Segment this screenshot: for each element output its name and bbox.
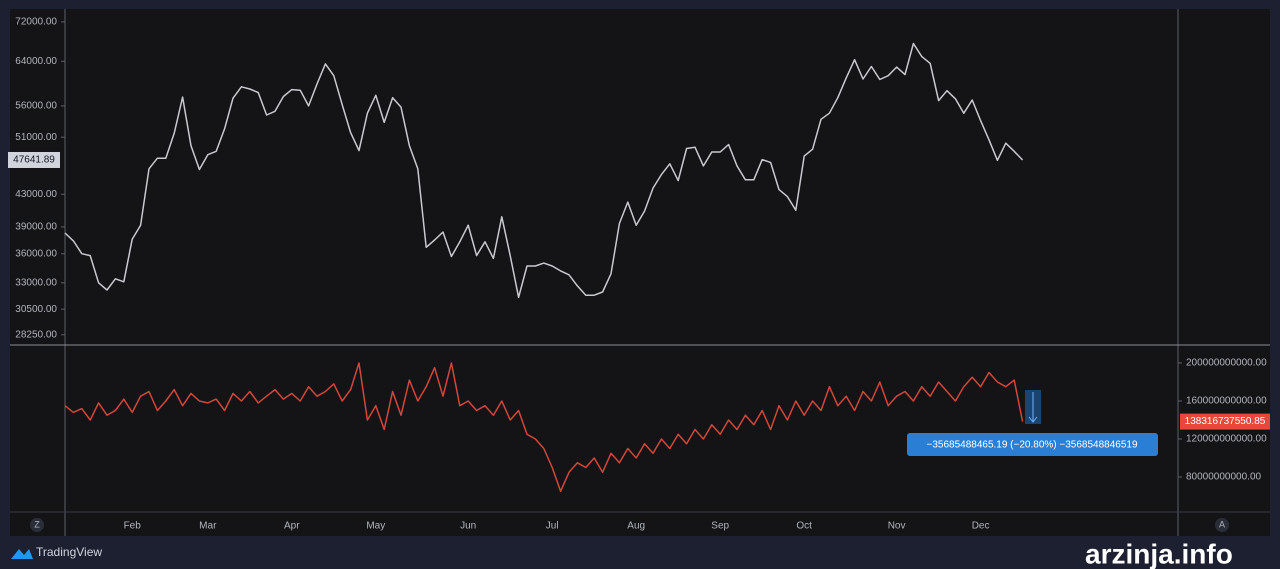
button-bg[interactable] xyxy=(30,518,44,532)
y-tick-label: 80000000000.00 xyxy=(1186,472,1262,483)
measure-ruler xyxy=(1025,390,1041,424)
y-tick-label: 64000.00 xyxy=(15,56,57,67)
y-tick-label: 56000.00 xyxy=(15,101,57,112)
brand-logo xyxy=(11,549,33,559)
watermark: arzinja.info xyxy=(1085,538,1233,569)
x-tick-label: Aug xyxy=(627,521,645,532)
button[interactable]: A xyxy=(1219,519,1225,529)
ruler-arrowhead xyxy=(1028,416,1038,423)
x-tick-label: Mar xyxy=(199,521,217,532)
x-tick-label: Feb xyxy=(124,521,142,532)
chart-area xyxy=(10,9,1270,536)
button-bg[interactable] xyxy=(1215,518,1229,532)
price-line xyxy=(64,42,1024,299)
x-tick-label: Jul xyxy=(546,521,559,532)
y-tick-label: 43000.00 xyxy=(15,189,57,200)
y-tick-label: 39000.00 xyxy=(15,222,57,233)
y-tick-label: 36000.00 xyxy=(15,248,57,259)
last-value-box xyxy=(8,151,60,168)
measure-text: −35685488465.19 (−20.80%) −3568548846519 xyxy=(926,440,1137,451)
x-tick-label: Oct xyxy=(796,521,812,532)
y-tick-label: 33000.00 xyxy=(15,277,57,288)
x-tick-label: Sep xyxy=(711,521,729,532)
y-tick-label: 51000.00 xyxy=(15,132,57,143)
y-tick-label: 30500.00 xyxy=(15,304,57,315)
measure-tooltip xyxy=(907,433,1158,456)
x-tick-label: Apr xyxy=(284,521,300,532)
y-tick-label: 200000000000.00 xyxy=(1186,358,1267,369)
last-value-box xyxy=(1180,413,1270,430)
y-tick-label: 28250.00 xyxy=(15,329,57,340)
price-line xyxy=(64,362,1024,493)
y-tick-label: 160000000000.00 xyxy=(1186,396,1267,407)
brand[interactable]: TradingView xyxy=(36,545,102,559)
x-tick-label: Jun xyxy=(460,521,476,532)
last-value-label: 138316737550.85 xyxy=(1185,416,1266,427)
x-tick-label: Dec xyxy=(972,521,990,532)
last-value-label: 47641.89 xyxy=(13,155,55,166)
x-tick-label: Nov xyxy=(888,521,906,532)
y-tick-label: 72000.00 xyxy=(15,17,57,28)
y-tick-label: 120000000000.00 xyxy=(1186,434,1267,445)
x-tick-label: May xyxy=(366,521,385,532)
button[interactable]: Z xyxy=(34,519,40,529)
